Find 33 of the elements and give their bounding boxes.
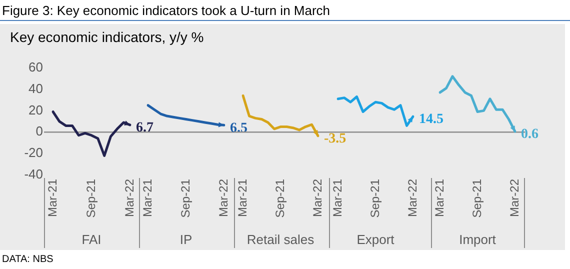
x-tick-label: Mar-22 <box>507 178 522 218</box>
x-tick-label: Mar-21 <box>330 178 344 218</box>
x-tick-label: Mar-22 <box>122 178 136 218</box>
y-tick-label: -20 <box>24 145 43 160</box>
x-tick-label: Mar-21 <box>45 178 60 218</box>
x-tick-label: Sep-21 <box>178 178 192 218</box>
x-tick-label: Sep-21 <box>272 178 287 218</box>
y-tick-label: 0 <box>36 124 43 139</box>
x-axis-title: Retail sales <box>246 232 315 247</box>
x-tick-label: Mar-22 <box>216 178 230 218</box>
y-tick-label: 20 <box>28 102 43 118</box>
x-axis-title: Import <box>459 232 496 247</box>
x-axis-title: FAI <box>82 232 102 247</box>
x-tick-label: Mar-21 <box>235 178 250 218</box>
x-tick-label: Mar-22 <box>310 178 324 218</box>
y-tick-label: 60 <box>28 59 43 74</box>
data-label: -3.5 <box>324 131 346 146</box>
data-label: 14.5 <box>419 112 444 128</box>
data-label: 6.7 <box>136 120 154 136</box>
text: DATA: NBS <box>2 254 54 265</box>
text: Figure 3: Key economic indicators took a U-turn in March <box>0 0 570 21</box>
x-tick-label: Sep-21 <box>84 178 98 218</box>
x-tick-label: Mar-21 <box>140 178 154 218</box>
y-tick-label: -40 <box>24 166 43 182</box>
y-axis-title: Key economic indicators, y/y % <box>10 29 204 45</box>
x-tick-label: Sep-21 <box>470 178 484 218</box>
data-label: 0.6 <box>521 127 538 142</box>
x-axis-title: IP <box>180 232 192 247</box>
x-tick-label: Mar-22 <box>405 178 420 218</box>
x-tick-label: Sep-21 <box>368 178 382 218</box>
y-tick-label: 40 <box>28 80 43 96</box>
x-tick-label: Mar-21 <box>432 178 446 218</box>
x-axis-title: Export <box>356 232 395 247</box>
